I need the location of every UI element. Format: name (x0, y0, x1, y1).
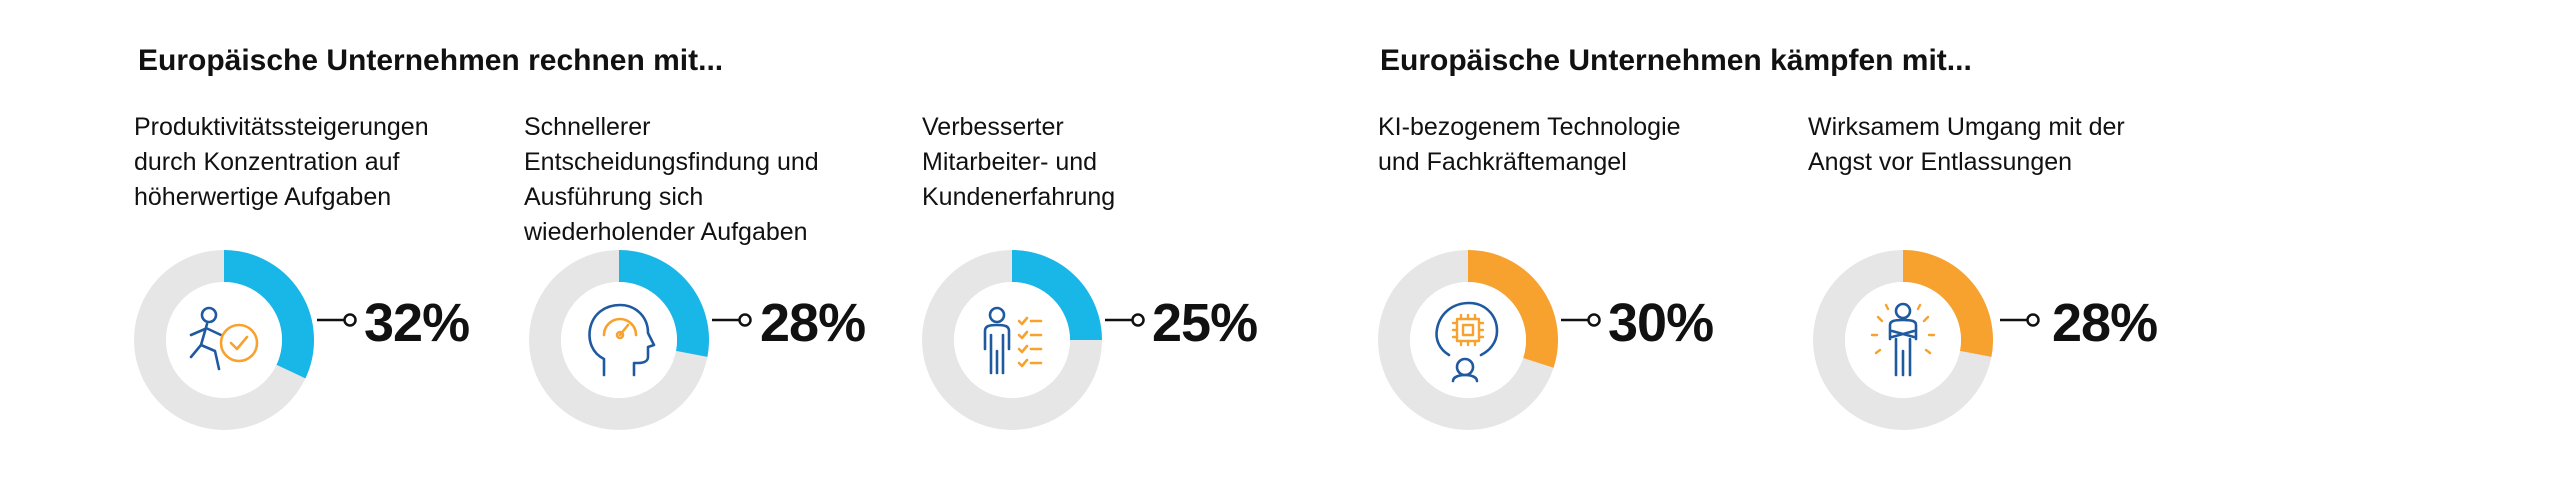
stat-label: KI-bezogenem Technologie und Fachkräftem… (1378, 113, 1681, 176)
donut-hole (1845, 282, 1961, 398)
connector-line (317, 313, 357, 327)
head-gauge-icon (588, 303, 656, 377)
running-person-clock-icon (189, 306, 259, 371)
donut-value-arc (1902, 250, 1993, 357)
person-checklist-icon (983, 306, 1043, 375)
stat-label: Produktivitätssteigerungen durch Konzent… (134, 113, 429, 211)
connector-line (712, 313, 752, 327)
section-right-title: Europäische Unternehmen kämpfen mit... (1380, 44, 1972, 77)
stat-layoff-anxiety: Wirksamem Umgang mit der Angst vor Entla… (1808, 110, 2208, 450)
donut-hole (561, 282, 677, 398)
connector-line (1561, 313, 1601, 327)
donut-chart (529, 250, 709, 430)
connector-line (2000, 313, 2040, 327)
section-left-title: Europäische Unternehmen rechnen mit... (138, 44, 724, 77)
donut-svg (1813, 250, 1993, 430)
stat-decision-making: Schnellerer Entscheidungsfindung und Aus… (524, 110, 924, 450)
stat-label: Wirksamem Umgang mit der Angst vor Entla… (1808, 113, 2125, 176)
donut-hole (166, 282, 282, 398)
donut-chart (1378, 250, 1558, 430)
stat-value: 30% (1608, 293, 1714, 353)
donut-value-arc (1467, 250, 1558, 368)
donut-chart (1813, 250, 1993, 430)
stat-skills-shortage: KI-bezogenem Technologie und Fachkräftem… (1378, 110, 1778, 450)
stat-label: Schnellerer Entscheidungsfindung und Aus… (524, 113, 819, 246)
stat-value: 32% (364, 293, 470, 353)
connector-line (1105, 313, 1145, 327)
anxious-person-icon (1870, 302, 1936, 377)
donut-value-arc (618, 250, 709, 357)
stat-experience: Verbesserter Mitarbeiter- und Kundenerfa… (922, 110, 1322, 450)
donut-value-arc (1011, 250, 1102, 341)
stat-value: 28% (2052, 293, 2158, 353)
donut-svg (134, 250, 314, 430)
stat-productivity: Produktivitätssteigerungen durch Konzent… (134, 110, 534, 450)
stat-label: Verbesserter Mitarbeiter- und Kundenerfa… (922, 113, 1116, 211)
donut-svg (529, 250, 709, 430)
donut-value-arc (223, 250, 314, 379)
donut-svg (922, 250, 1102, 430)
stat-value: 28% (760, 293, 866, 353)
head-chip-icon (1435, 301, 1499, 383)
donut-chart (134, 250, 314, 430)
stat-value: 25% (1152, 293, 1258, 353)
donut-hole (954, 282, 1070, 398)
donut-chart (922, 250, 1102, 430)
